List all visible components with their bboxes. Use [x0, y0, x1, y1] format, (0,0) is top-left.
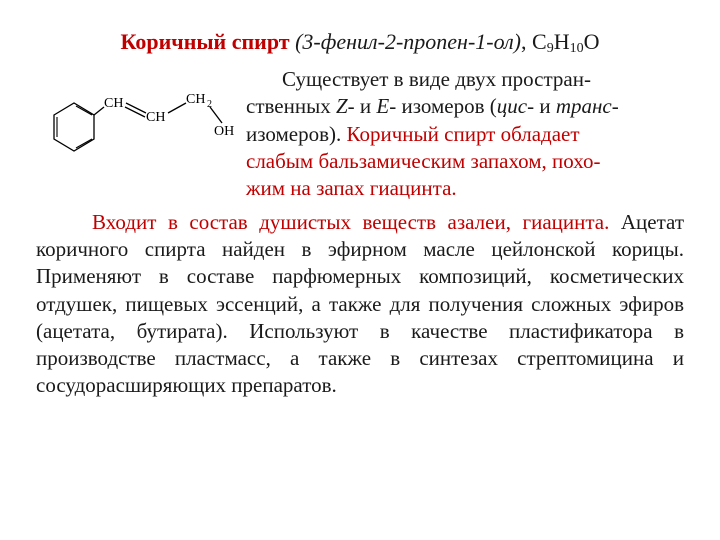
formula-c: C: [532, 29, 547, 54]
body-lead-red: Входит в состав душистых веществ азалеи,…: [92, 210, 609, 234]
svg-text:OH: OH: [214, 124, 234, 139]
intro-line2a: ственных: [246, 94, 336, 118]
intro-line2d: и: [534, 94, 556, 118]
title-line: Коричный спирт (3-фенил-2-пропен-1-ол), …: [36, 28, 684, 58]
formula-sub1: 9: [547, 41, 554, 56]
formula-h: H: [554, 29, 570, 54]
iupac-name: (3-фенил-2-пропен-1-ол): [295, 29, 521, 54]
svg-text:CH: CH: [146, 110, 165, 125]
structure-and-intro-row: CH CH CH 2 OH Существует в виде двух про…: [36, 66, 684, 202]
body-rest: Ацетат коричного спирта найден в эфирном…: [36, 210, 684, 398]
intro-line3b: спирт обладает: [439, 122, 580, 146]
intro-line2b: и: [355, 94, 377, 118]
comma: ,: [521, 29, 532, 54]
trans-label: транс-: [556, 94, 619, 118]
formula-sub2: 10: [570, 41, 584, 56]
body-paragraph: Входит в состав душистых веществ азалеи,…: [36, 209, 684, 400]
intro-line1: Существует в виде двух простран-: [282, 67, 591, 91]
intro-line4: слабым бальзамическим запахом, похо-: [246, 149, 600, 173]
chemical-structure: CH CH CH 2 OH: [36, 66, 246, 202]
intro-line2c: изомеров (: [396, 94, 497, 118]
intro-red: Коричный: [347, 122, 439, 146]
compound-name: Коричный спирт: [121, 29, 290, 54]
cis-label: цис-: [497, 94, 534, 118]
z-isomer: Z-: [336, 94, 355, 118]
svg-text:CH: CH: [104, 96, 123, 111]
structure-svg: CH CH CH 2 OH: [36, 72, 246, 182]
intro-line3a: изомеров).: [246, 122, 347, 146]
formula: C9H10O: [532, 29, 599, 54]
intro-paragraph: Существует в виде двух простран- ственны…: [246, 66, 684, 202]
intro-line5: жим на запах гиацинта.: [246, 176, 457, 200]
svg-text:CH: CH: [186, 92, 205, 107]
e-isomer: E-: [376, 94, 396, 118]
formula-o: O: [584, 29, 600, 54]
